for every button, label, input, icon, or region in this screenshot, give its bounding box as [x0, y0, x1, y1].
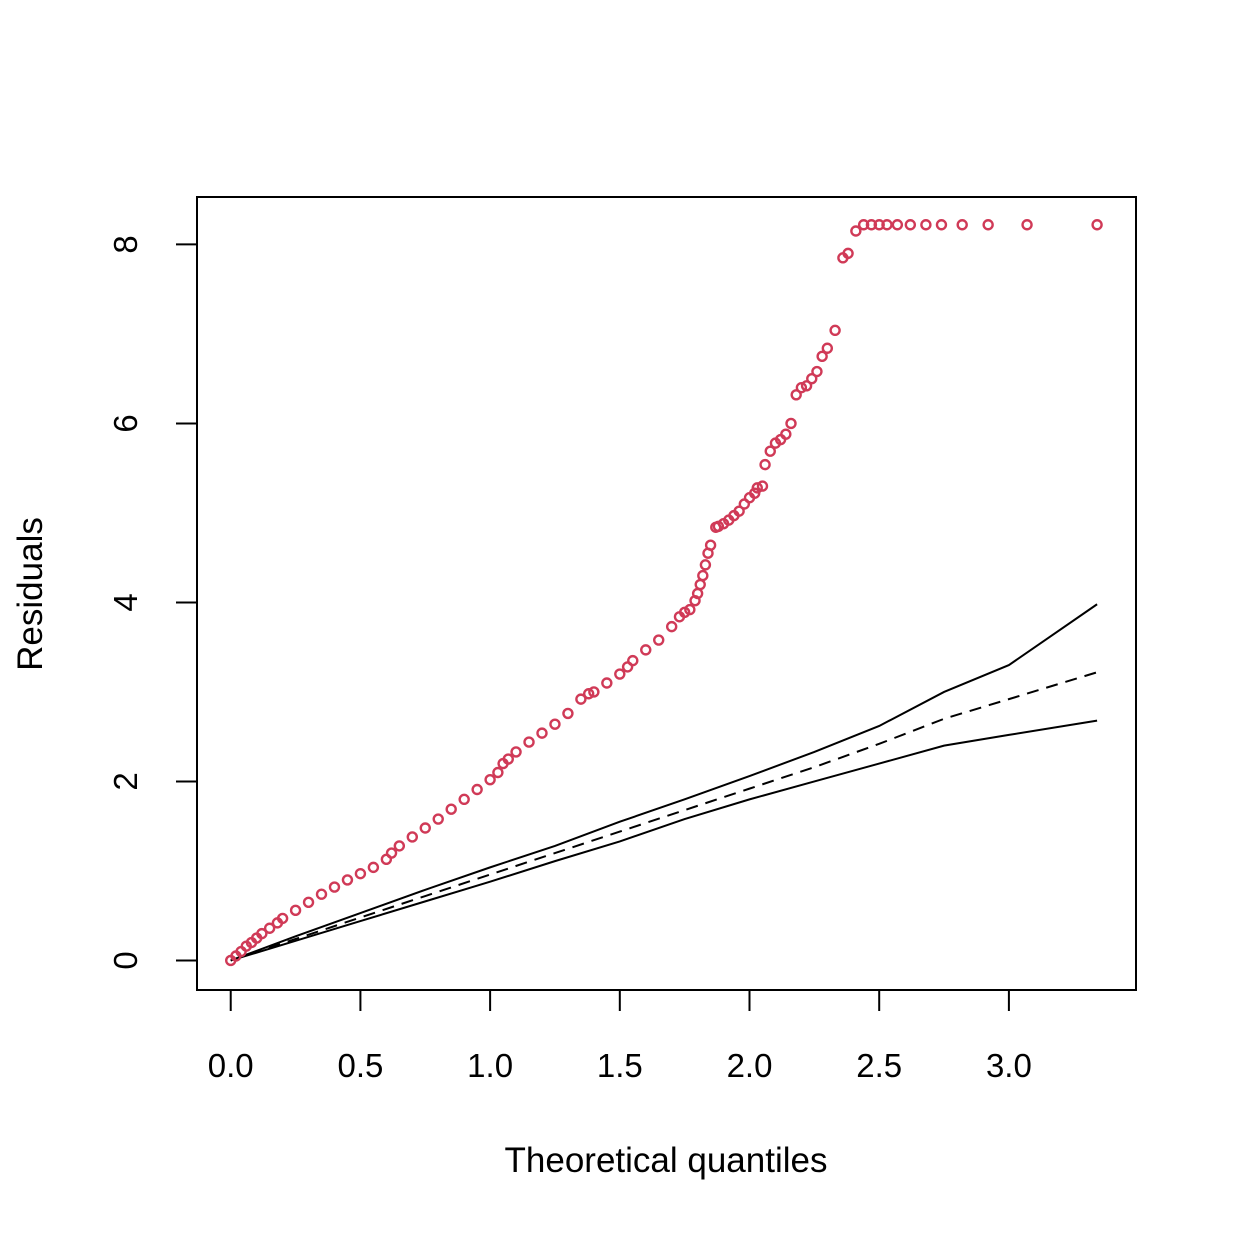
- residual-point: [492, 766, 504, 779]
- residual-point: [582, 688, 595, 700]
- residual-point: [850, 225, 862, 237]
- residual-point: [354, 867, 367, 880]
- x-axis-title: Theoretical quantiles: [505, 1141, 828, 1180]
- residual-point: [627, 654, 639, 667]
- residual-point: [562, 707, 574, 720]
- residual-point: [653, 634, 665, 646]
- residual-point: [1091, 219, 1103, 231]
- residual-point: [536, 727, 548, 739]
- residual-point: [523, 736, 535, 748]
- envelope-lines: [230, 603, 1098, 962]
- residual-point: [751, 482, 763, 494]
- residual-point: [458, 793, 470, 806]
- residual-point: [704, 539, 717, 551]
- residual-point: [302, 896, 315, 908]
- residual-point: [367, 861, 380, 874]
- residual-point: [328, 881, 341, 893]
- residual-point: [842, 247, 854, 260]
- residual-point: [699, 559, 712, 571]
- residual-point: [759, 458, 771, 471]
- residual-point: [800, 380, 813, 392]
- residual-point: [780, 428, 792, 440]
- y-axis-title: Residuals: [11, 517, 50, 671]
- residual-point: [811, 365, 823, 378]
- residual-point: [471, 783, 483, 796]
- y-tick-label: 4: [107, 593, 144, 611]
- residual-point: [857, 219, 870, 231]
- reference-line-dashed: [230, 671, 1098, 962]
- residual-point: [684, 603, 696, 616]
- residual-points: [225, 219, 1103, 967]
- residual-point: [665, 620, 678, 633]
- y-axis: 0 2 4 6 8: [107, 235, 198, 970]
- envelope-line-1: [230, 603, 1098, 962]
- residual-point: [733, 505, 745, 517]
- residual-point: [393, 840, 406, 852]
- residual-point: [575, 693, 587, 705]
- y-tick-label: 6: [107, 414, 144, 432]
- residual-point: [785, 417, 797, 430]
- residual-point: [276, 912, 289, 925]
- residual-point: [502, 753, 514, 765]
- plot-frame: [196, 196, 1137, 991]
- residual-point: [881, 219, 893, 231]
- residual-point: [891, 219, 904, 231]
- residual-point: [865, 219, 878, 231]
- residual-point: [256, 927, 268, 940]
- residual-point: [315, 888, 328, 900]
- residual-point: [263, 922, 276, 934]
- residual-point: [601, 677, 613, 689]
- residual-point: [873, 219, 885, 231]
- residual-point: [406, 831, 418, 843]
- residual-point: [484, 773, 496, 786]
- residual-point: [640, 644, 652, 656]
- x-axis: 0.0 0.5 1.0 1.5 2.0 2.5 3.0: [208, 989, 1032, 1084]
- y-tick-label: 2: [107, 772, 144, 790]
- residual-point: [289, 904, 302, 917]
- residual-point: [790, 389, 802, 401]
- residual-point: [445, 803, 457, 815]
- residual-point: [795, 381, 808, 394]
- residual-point: [510, 746, 522, 758]
- x-tick-label: 0.0: [208, 1047, 254, 1084]
- residual-point: [829, 324, 841, 337]
- residual-point: [1021, 219, 1033, 231]
- residual-point: [697, 569, 709, 582]
- residual-point: [341, 874, 354, 886]
- y-tick-label: 8: [107, 235, 144, 253]
- residual-point: [694, 578, 706, 591]
- x-tick-label: 1.0: [467, 1047, 513, 1084]
- residual-point: [982, 219, 994, 231]
- residual-point: [385, 847, 398, 859]
- residual-point: [419, 822, 431, 834]
- residual-point: [432, 813, 444, 825]
- y-tick-label: 0: [107, 951, 144, 969]
- residual-point: [614, 668, 626, 680]
- x-tick-label: 1.5: [597, 1047, 643, 1084]
- residual-point: [549, 718, 561, 730]
- envelope-line-3: [230, 719, 1098, 962]
- residual-point: [816, 350, 828, 363]
- residual-point: [821, 342, 834, 354]
- residual-point: [904, 219, 917, 231]
- residual-point: [588, 686, 600, 698]
- residual-point: [956, 219, 968, 231]
- residual-point: [756, 480, 769, 492]
- x-tick-label: 2.5: [856, 1047, 902, 1084]
- residual-point: [935, 219, 948, 231]
- x-tick-label: 2.0: [727, 1047, 773, 1084]
- x-tick-label: 0.5: [337, 1047, 383, 1084]
- residual-point: [806, 372, 818, 385]
- residual-point: [920, 219, 932, 231]
- residual-point: [764, 445, 776, 457]
- x-tick-label: 3.0: [986, 1047, 1032, 1084]
